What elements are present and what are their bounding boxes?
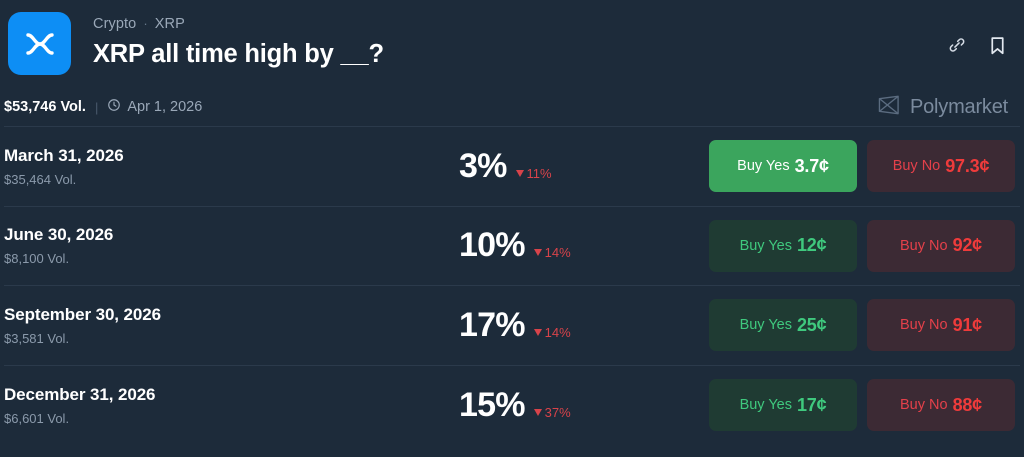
triangle-down-icon (533, 249, 542, 257)
buy-no-price: 92¢ (952, 235, 983, 256)
row-probability-group: 15% 37% (459, 386, 709, 425)
buy-no-button[interactable]: Buy No 91¢ (867, 299, 1015, 352)
buy-yes-price: 25¢ (796, 314, 827, 335)
buy-yes-label: Buy Yes (739, 237, 792, 254)
market-subheader: $53,746 Vol. | Apr 1, 2026 Polymarket (0, 88, 1024, 126)
row-change-value: 14% (544, 245, 571, 261)
triangle-down-icon (515, 169, 524, 177)
row-actions: Buy Yes 3.7¢ Buy No 97.3¢ (709, 140, 1024, 193)
row-volume: $8,100 Vol. (4, 251, 70, 267)
row-change-group: 14% (533, 324, 571, 340)
row-change-value: 14% (544, 324, 571, 340)
row-probability: 17% (459, 305, 525, 344)
row-probability-group: 3% 11% (459, 147, 709, 186)
buy-no-button[interactable]: Buy No 88¢ (867, 379, 1015, 432)
row-actions: Buy Yes 12¢ Buy No 92¢ (709, 219, 1024, 272)
page-title: XRP all time high by __? (93, 40, 384, 68)
row-date: December 31, 2026 (4, 384, 156, 404)
table-row[interactable]: June 30, 2026 $8,100 Vol. 10% 14% Buy Ye… (4, 207, 1020, 286)
buy-no-button[interactable]: Buy No 97.3¢ (867, 140, 1015, 193)
triangle-down-icon (533, 328, 542, 336)
row-info: September 30, 2026 $3,581 Vol. (4, 305, 459, 346)
header-actions (946, 10, 1008, 56)
buy-no-price: 91¢ (952, 314, 983, 335)
buy-no-button[interactable]: Buy No 92¢ (867, 219, 1015, 272)
link-icon[interactable] (946, 34, 968, 56)
end-date-group: Apr 1, 2026 (107, 98, 202, 116)
row-probability: 3% (459, 146, 507, 185)
buy-yes-label: Buy Yes (737, 158, 790, 175)
end-date-label: Apr 1, 2026 (127, 99, 203, 115)
row-probability: 15% (459, 385, 525, 424)
triangle-down-icon (533, 408, 542, 416)
table-row[interactable]: March 31, 2026 $35,464 Vol. 3% 11% Buy Y… (4, 127, 1020, 207)
row-probability: 10% (459, 226, 525, 265)
row-info: December 31, 2026 $6,601 Vol. (4, 385, 459, 426)
row-change-value: 37% (544, 404, 571, 420)
row-probability-group: 17% 14% (459, 306, 709, 345)
buy-yes-label: Buy Yes (739, 317, 792, 334)
subheader-separator: | (94, 99, 99, 115)
polymarket-brand: Polymarket (877, 95, 1008, 120)
buy-yes-price: 17¢ (796, 394, 827, 415)
buy-yes-price: 12¢ (796, 235, 827, 256)
row-date: March 31, 2026 (4, 145, 124, 165)
buy-no-label: Buy No (900, 397, 948, 414)
buy-yes-button[interactable]: Buy Yes 17¢ (709, 379, 857, 432)
row-volume: $3,581 Vol. (4, 330, 70, 346)
polymarket-logo-icon (877, 95, 901, 120)
buy-no-label: Buy No (900, 237, 948, 254)
row-date: June 30, 2026 (4, 225, 114, 245)
buy-no-price: 97.3¢ (945, 155, 990, 176)
buy-yes-button[interactable]: Buy Yes 3.7¢ (709, 140, 857, 193)
header-text-block: Crypto · XRP XRP all time high by __? (71, 10, 946, 69)
xrp-logo-icon (8, 12, 71, 75)
row-change-group: 14% (533, 245, 571, 261)
row-info: June 30, 2026 $8,100 Vol. (4, 225, 459, 266)
polymarket-wordmark: Polymarket (909, 95, 1008, 118)
total-volume: $53,746 Vol. (4, 99, 86, 115)
clock-icon (107, 98, 121, 116)
buy-yes-button[interactable]: Buy Yes 25¢ (709, 299, 857, 352)
row-actions: Buy Yes 17¢ Buy No 88¢ (709, 379, 1024, 432)
row-change-group: 37% (533, 404, 571, 420)
market-header: Crypto · XRP XRP all time high by __? (0, 0, 1024, 88)
row-volume: $35,464 Vol. (4, 171, 77, 187)
buy-yes-label: Buy Yes (739, 397, 792, 414)
buy-no-label: Buy No (900, 317, 948, 334)
buy-yes-button[interactable]: Buy Yes 12¢ (709, 219, 857, 272)
breadcrumb-asset[interactable]: XRP (154, 15, 185, 32)
row-date: September 30, 2026 (4, 304, 161, 324)
row-actions: Buy Yes 25¢ Buy No 91¢ (709, 299, 1024, 352)
table-row[interactable]: September 30, 2026 $3,581 Vol. 17% 14% B… (4, 286, 1020, 366)
breadcrumb-separator: · (143, 16, 148, 31)
row-change-value: 11% (526, 165, 552, 181)
breadcrumb-category[interactable]: Crypto (93, 15, 137, 32)
market-rows-list: March 31, 2026 $35,464 Vol. 3% 11% Buy Y… (0, 127, 1024, 445)
breadcrumb: Crypto · XRP (93, 14, 946, 33)
row-probability-group: 10% 14% (459, 226, 709, 265)
header-divider (4, 126, 1020, 127)
buy-no-label: Buy No (892, 158, 941, 175)
table-row[interactable]: December 31, 2026 $6,601 Vol. 15% 37% Bu… (4, 366, 1020, 446)
buy-yes-price: 3.7¢ (794, 155, 829, 176)
row-info: March 31, 2026 $35,464 Vol. (4, 146, 459, 187)
buy-no-price: 88¢ (952, 394, 983, 415)
row-change-group: 11% (515, 165, 552, 181)
row-volume: $6,601 Vol. (4, 410, 70, 426)
market-logo (8, 10, 71, 75)
bookmark-icon[interactable] (986, 34, 1008, 56)
